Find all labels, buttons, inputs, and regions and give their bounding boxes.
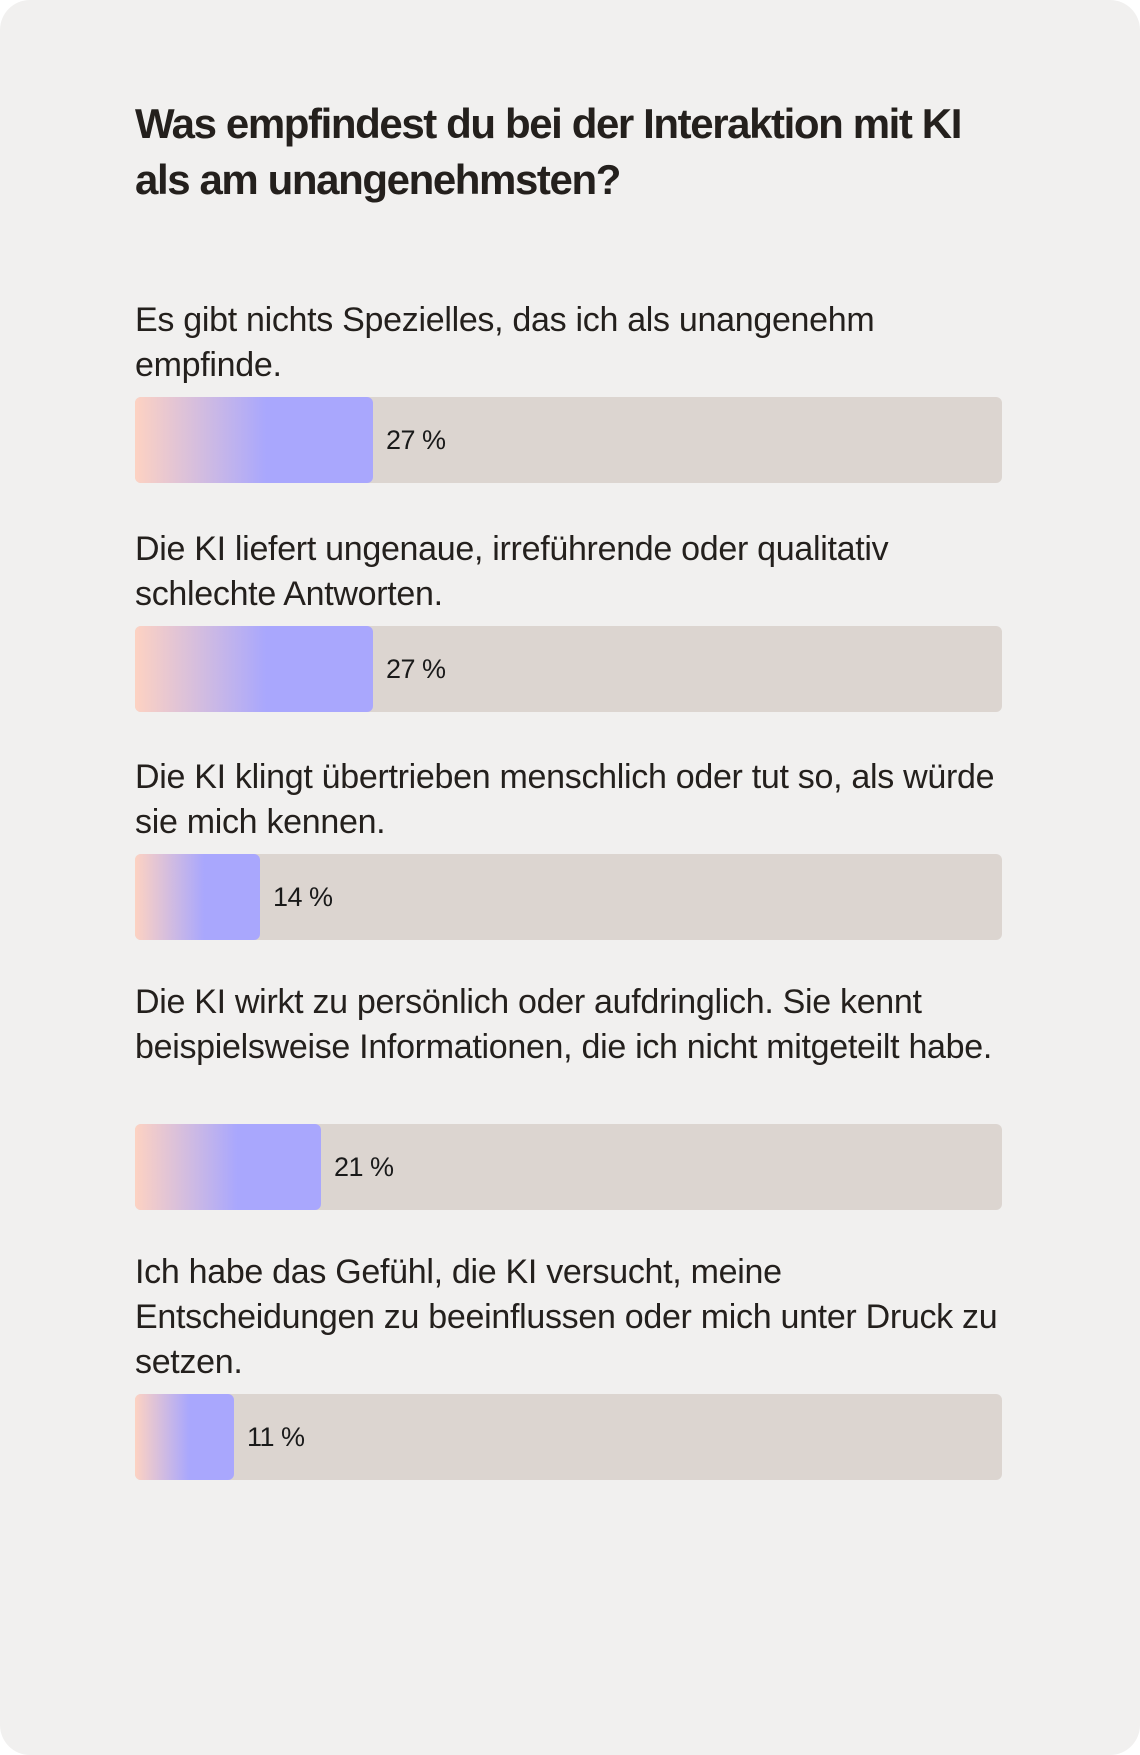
value-label: 14 % — [273, 882, 333, 912]
bar-track: 27 % — [135, 397, 1002, 483]
bar-track: 21 % — [135, 1124, 1002, 1210]
value-label: 21 % — [334, 1152, 394, 1182]
bar-fill — [135, 1394, 234, 1480]
value-label: 27 % — [386, 425, 446, 455]
category-label: Ich habe das Gefühl, die KI versucht, me… — [135, 1253, 998, 1381]
bar-fill — [135, 854, 260, 940]
bar-track: 14 % — [135, 854, 1002, 940]
category-label: Die KI klingt übertrieben menschlich ode… — [135, 758, 995, 841]
chart-title: Was empfindest du bei der Interaktion mi… — [135, 100, 962, 203]
category-label: Die KI wirkt zu persönlich oder aufdring… — [135, 983, 993, 1066]
value-label: 27 % — [386, 654, 446, 684]
bar-fill — [135, 626, 373, 712]
bar-fill — [135, 397, 373, 483]
bar-fill — [135, 1124, 321, 1210]
bar-track: 27 % — [135, 626, 1002, 712]
bar-track: 11 % — [135, 1394, 1002, 1480]
value-label: 11 % — [247, 1422, 305, 1452]
category-label: Es gibt nichts Spezielles, das ich als u… — [135, 301, 875, 384]
category-label: Die KI liefert ungenaue, irreführende od… — [135, 530, 889, 613]
